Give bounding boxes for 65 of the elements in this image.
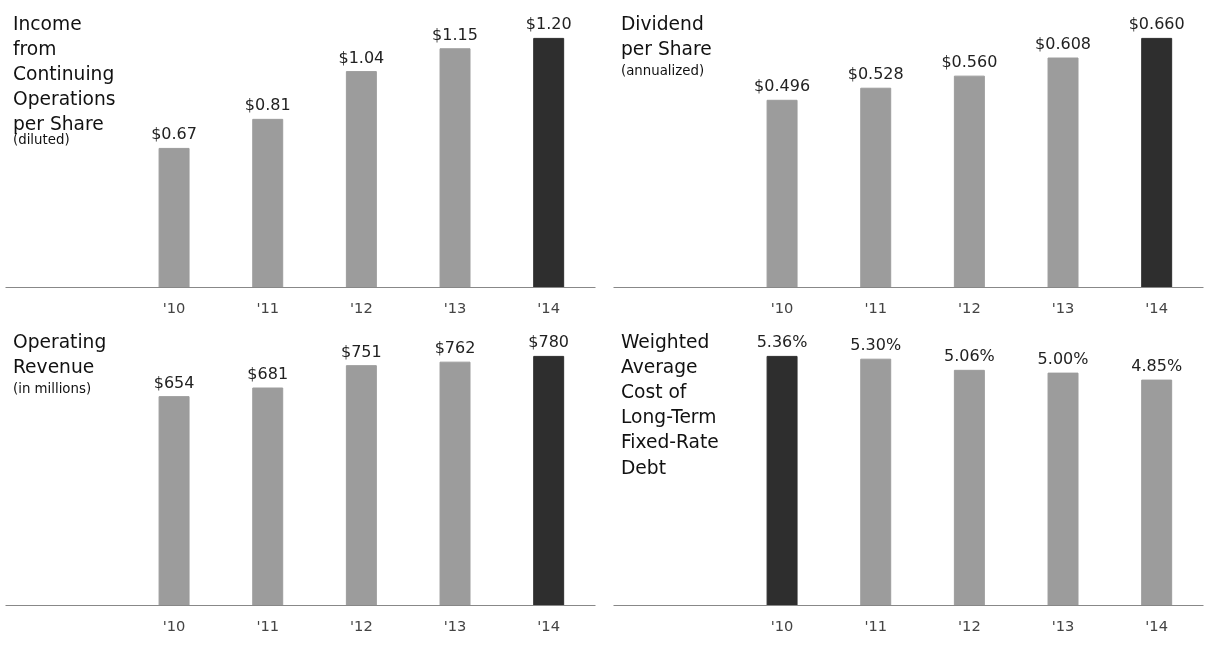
x-tick-label: '14 (1145, 616, 1169, 634)
bar (158, 147, 190, 288)
bar (766, 99, 798, 288)
bar (1141, 37, 1173, 288)
data-label: 5.30% (850, 335, 902, 355)
chart-title: Dividend per Share (620, 12, 712, 59)
x-tick-label: '13 (443, 298, 467, 316)
bar (252, 118, 284, 288)
x-tick-label: '10 (162, 616, 186, 634)
x-tick-label: '12 (958, 616, 981, 634)
x-tick-label: '13 (1051, 616, 1075, 634)
data-label: $0.496 (754, 76, 811, 96)
bar (1047, 57, 1079, 288)
x-tick-label: '12 (350, 616, 373, 634)
x-tick-label: '14 (1145, 298, 1169, 316)
bar (533, 37, 565, 288)
data-label: $0.660 (1128, 14, 1185, 34)
x-tick-label: '14 (537, 298, 561, 316)
bar (439, 48, 471, 288)
bar (953, 75, 985, 288)
data-label: $1.20 (525, 14, 572, 34)
x-tick-label: '13 (443, 616, 467, 634)
bar (345, 365, 377, 606)
x-tick-label: '11 (864, 298, 888, 316)
text: (in millions) (12, 380, 92, 396)
data-label: $681 (247, 364, 289, 384)
x-tick-label: '11 (864, 616, 888, 634)
data-label: $0.560 (941, 52, 998, 72)
x-tick-label: '10 (770, 298, 794, 316)
chart-title: Operating Revenue (12, 330, 107, 377)
x-tick-label: '12 (350, 298, 373, 316)
x-tick-label: '13 (1051, 298, 1075, 316)
bar (766, 355, 798, 606)
data-label: $654 (153, 372, 195, 392)
bar (953, 369, 985, 606)
data-label: $0.528 (847, 64, 904, 84)
bar (345, 71, 377, 288)
data-label: 5.00% (1037, 349, 1089, 369)
data-label: $751 (341, 341, 382, 361)
text: Weighted Average Cost of Long-Term Fixed-Rate Debt (620, 330, 719, 478)
data-label: $0.608 (1035, 34, 1092, 54)
x-tick-label: '14 (537, 616, 561, 634)
bar (439, 361, 471, 606)
data-label: $1.04 (338, 47, 385, 67)
bar (860, 358, 892, 606)
x-tick-label: '12 (958, 298, 981, 316)
bar (252, 387, 284, 606)
bar (158, 396, 190, 606)
x-tick-label: '10 (770, 616, 794, 634)
data-label: $1.15 (432, 24, 478, 44)
data-label: 5.06% (943, 346, 995, 366)
bar (1141, 379, 1173, 606)
bar (1047, 372, 1079, 606)
x-tick-label: '10 (162, 298, 186, 316)
x-tick-label: '11 (256, 298, 280, 316)
data-label: 5.36% (756, 332, 808, 352)
data-label: $0.81 (244, 95, 291, 115)
data-label: $780 (528, 332, 570, 352)
data-label: 4.85% (1131, 356, 1183, 376)
data-label: $762 (434, 338, 476, 358)
bar (860, 87, 892, 288)
bar (533, 355, 565, 606)
x-tick-label: '11 (256, 616, 280, 634)
text: (annualized) (620, 62, 705, 78)
data-label: $0.67 (151, 124, 197, 144)
